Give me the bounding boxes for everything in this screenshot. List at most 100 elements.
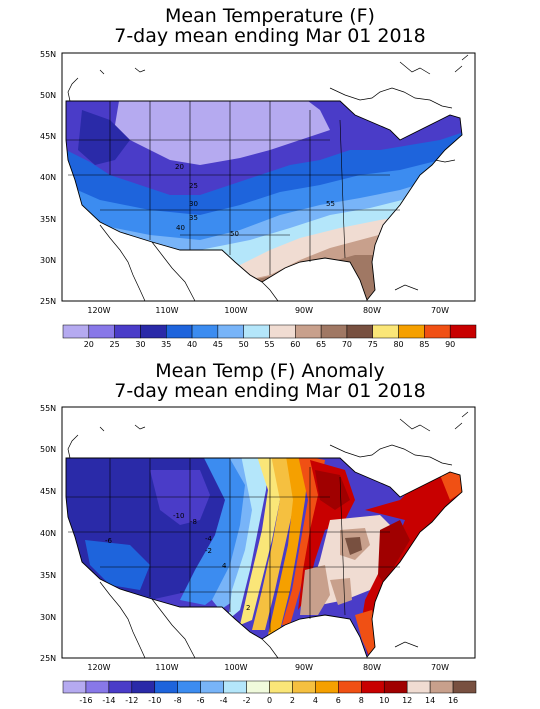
bottom-lon-90w: 90W <box>295 663 313 672</box>
top-coastlines <box>67 54 469 302</box>
legend-swatch <box>114 324 141 339</box>
legend-label: 16 <box>448 696 458 705</box>
legend-swatch <box>452 680 477 694</box>
top-map: 55N 50N 45N 40N 35N 30N 25N 120W 110W 10… <box>40 50 477 349</box>
legend-swatch <box>292 680 316 694</box>
legend-swatch <box>223 680 247 694</box>
bottom-lat-45n: 45N <box>40 487 56 496</box>
top-lon-70w: 70W <box>431 306 449 315</box>
legend-swatch <box>429 680 454 694</box>
bottom-lon-80w: 80W <box>363 663 381 672</box>
legend-label: 25 <box>110 340 120 349</box>
bottom-lat-40n: 40N <box>40 529 56 538</box>
legend-label: 10 <box>379 696 389 705</box>
legend-label: 60 <box>290 340 300 349</box>
legend-label: 35 <box>161 340 171 349</box>
legend-swatch <box>217 324 244 339</box>
bottom-lat-30n: 30N <box>40 613 56 622</box>
legend-swatch <box>398 324 425 339</box>
top-lat-55n: 55N <box>40 50 56 59</box>
bottom-title-line1: Mean Temp (F) Anomaly <box>155 360 385 382</box>
top-title-line2: 7-day mean ending Mar 01 2018 <box>114 25 426 47</box>
bottom-title-line2: 7-day mean ending Mar 01 2018 <box>114 380 426 402</box>
legend-swatch <box>295 324 322 339</box>
legend-swatch <box>406 680 431 694</box>
bottom-lon-110w: 110W <box>155 663 178 672</box>
top-contour-35: 35 <box>189 214 198 222</box>
top-contour-55: 55 <box>326 200 335 208</box>
legend-label: 20 <box>84 340 94 349</box>
bottom-lon-120w: 120W <box>87 663 110 672</box>
legend-label: 14 <box>425 696 435 705</box>
legend-swatch <box>154 680 178 694</box>
bottom-lon-70w: 70W <box>431 663 449 672</box>
top-contour-40: 40 <box>176 224 185 232</box>
legend-swatch <box>269 680 293 694</box>
top-state-borders <box>65 100 463 301</box>
legend-swatch <box>88 324 115 339</box>
bottom-contour-4: 4 <box>222 562 227 570</box>
legend-swatch <box>320 324 348 339</box>
bottom-contour-labels: -10 -8 -6 -4 -2 2 4 <box>105 512 250 612</box>
bottom-lat-50n: 50N <box>40 445 56 454</box>
top-lat-50n: 50N <box>40 91 56 100</box>
top-lon-80w: 80W <box>363 306 381 315</box>
top-lat-25n: 25N <box>40 297 56 306</box>
bottom-coastlines <box>67 411 469 659</box>
top-lat-labels: 55N 50N 45N 40N 35N 30N 25N <box>40 50 56 306</box>
legend-swatch <box>62 680 87 694</box>
legend-label: 65 <box>316 340 326 349</box>
bottom-map: 55N 50N 45N 40N 35N 30N 25N 120W 110W 10… <box>40 404 477 705</box>
bottom-contour-neg6: -6 <box>105 537 113 545</box>
top-lat-45n: 45N <box>40 132 56 141</box>
top-legend: 20 25 30 35 40 45 50 55 60 65 70 75 80 85 90 <box>62 324 477 349</box>
legend-swatch <box>338 680 362 694</box>
bottom-state-borders <box>65 457 463 658</box>
bottom-lon-labels: 120W 110W 100W 90W 80W 70W <box>87 663 449 672</box>
top-lat-35n: 35N <box>40 215 56 224</box>
legend-swatch <box>177 680 201 694</box>
legend-swatch <box>200 680 224 694</box>
top-contour-30: 30 <box>189 200 198 208</box>
legend-label: 85 <box>419 340 429 349</box>
legend-label: -4 <box>220 696 228 705</box>
legend-label: 30 <box>135 340 145 349</box>
legend-label: 4 <box>313 696 318 705</box>
bottom-lat-55n: 55N <box>40 404 56 413</box>
top-contour-50: 50 <box>230 230 239 238</box>
legend-swatch <box>315 680 339 694</box>
legend-swatch <box>108 680 133 694</box>
legend-label: 75 <box>368 340 378 349</box>
legend-swatch <box>191 324 219 339</box>
legend-swatch <box>346 324 373 339</box>
top-lat-40n: 40N <box>40 173 56 182</box>
legend-swatch <box>383 680 408 694</box>
bottom-map-frame <box>61 406 476 659</box>
legend-label: 6 <box>336 696 341 705</box>
legend-swatch <box>243 324 270 339</box>
legend-swatch <box>372 324 399 339</box>
legend-label: 50 <box>239 340 249 349</box>
bottom-lat-35n: 35N <box>40 571 56 580</box>
legend-label: -16 <box>79 696 92 705</box>
top-lon-120w: 120W <box>87 306 110 315</box>
top-map-frame <box>61 52 476 302</box>
top-lon-labels: 120W 110W 100W 90W 80W 70W <box>87 306 449 315</box>
legend-label: -6 <box>197 696 205 705</box>
top-lon-110w: 110W <box>155 306 178 315</box>
legend-label: -10 <box>148 696 161 705</box>
legend-swatch <box>166 324 193 339</box>
bottom-contour-neg10: -10 <box>173 512 184 520</box>
bottom-legend: -16 -14 -12 -10 -8 -6 -4 -2 0 2 4 6 8 10 12 14 16 <box>62 680 477 705</box>
bottom-lon-100w: 100W <box>224 663 247 672</box>
legend-label: 40 <box>187 340 197 349</box>
legend-swatch <box>361 680 385 694</box>
legend-swatch <box>269 324 296 339</box>
bottom-lat-labels: 55N 50N 45N 40N 35N 30N 25N <box>40 404 56 663</box>
legend-swatch <box>140 324 167 339</box>
top-contour-labels: 20 25 30 35 40 50 55 <box>175 163 335 238</box>
top-contour-20: 20 <box>175 163 184 171</box>
legend-swatch <box>449 324 477 339</box>
top-contour-25: 25 <box>189 182 198 190</box>
top-lon-100w: 100W <box>224 306 247 315</box>
